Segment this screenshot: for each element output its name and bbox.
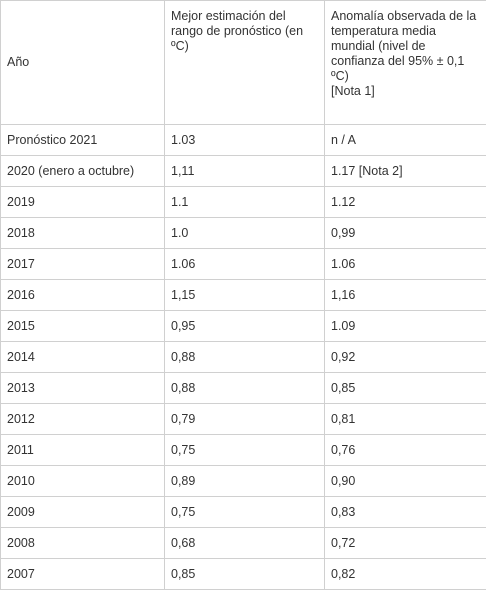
forecast-cell: 1,11 bbox=[164, 155, 325, 187]
table-row: 2007 0,85 0,82 bbox=[0, 558, 486, 590]
forecast-cell: 1.06 bbox=[164, 248, 325, 280]
header-observed-line: temperatura media bbox=[331, 24, 436, 38]
forecast-cell: 0,95 bbox=[164, 310, 325, 342]
table-row: 2018 1.0 0,99 bbox=[0, 217, 486, 249]
table-row: 2008 0,68 0,72 bbox=[0, 527, 486, 559]
year-cell: 2020 (enero a octubre) bbox=[0, 155, 165, 187]
table-row: 2013 0,88 0,85 bbox=[0, 372, 486, 404]
header-forecast: Mejor estimación del rango de pronóstico… bbox=[164, 0, 325, 125]
header-observed: Anomalía observada de la temperatura med… bbox=[324, 0, 486, 125]
forecast-cell: 1.1 bbox=[164, 186, 325, 218]
forecast-cell: 0,75 bbox=[164, 434, 325, 466]
observed-cell: 0,83 bbox=[324, 496, 486, 528]
year-cell: 2016 bbox=[0, 279, 165, 311]
table-row: 2015 0,95 1.09 bbox=[0, 310, 486, 342]
forecast-cell: 1.0 bbox=[164, 217, 325, 249]
observed-cell: 0,72 bbox=[324, 527, 486, 559]
header-observed-line: [Nota 1] bbox=[331, 84, 375, 98]
year-cell: 2007 bbox=[0, 558, 165, 590]
year-cell: 2017 bbox=[0, 248, 165, 280]
header-observed-line: mundial (nivel de bbox=[331, 39, 426, 53]
observed-cell: 0,99 bbox=[324, 217, 486, 249]
forecast-cell: 0,85 bbox=[164, 558, 325, 590]
year-cell: 2015 bbox=[0, 310, 165, 342]
year-cell: 2010 bbox=[0, 465, 165, 497]
observed-cell: 0,92 bbox=[324, 341, 486, 373]
observed-cell: 0,85 bbox=[324, 372, 486, 404]
forecast-cell: 0,89 bbox=[164, 465, 325, 497]
year-cell: 2014 bbox=[0, 341, 165, 373]
header-observed-line: ºC) bbox=[331, 69, 349, 83]
forecast-cell: 0,68 bbox=[164, 527, 325, 559]
observed-cell: 1.17 [Nota 2] bbox=[324, 155, 486, 187]
table-row: 2010 0,89 0,90 bbox=[0, 465, 486, 497]
table-row: 2012 0,79 0,81 bbox=[0, 403, 486, 435]
forecast-cell: 1.03 bbox=[164, 124, 325, 156]
year-cell: Pronóstico 2021 bbox=[0, 124, 165, 156]
year-cell: 2018 bbox=[0, 217, 165, 249]
header-observed-line: Anomalía observada de la bbox=[331, 9, 477, 23]
table-row: 2009 0,75 0,83 bbox=[0, 496, 486, 528]
observed-cell: 0,76 bbox=[324, 434, 486, 466]
header-forecast-line: rango de pronóstico (en bbox=[171, 24, 304, 38]
year-cell: 2011 bbox=[0, 434, 165, 466]
table-row: 2014 0,88 0,92 bbox=[0, 341, 486, 373]
observed-cell: 0,82 bbox=[324, 558, 486, 590]
year-cell: 2013 bbox=[0, 372, 165, 404]
observed-cell: 1.12 bbox=[324, 186, 486, 218]
year-cell: 2009 bbox=[0, 496, 165, 528]
table-row: 2019 1.1 1.12 bbox=[0, 186, 486, 218]
table-row: 2017 1.06 1.06 bbox=[0, 248, 486, 280]
forecast-cell: 1,15 bbox=[164, 279, 325, 311]
table-header-row: Año Mejor estimación del rango de pronós… bbox=[0, 0, 486, 125]
header-forecast-line: Mejor estimación del bbox=[171, 9, 286, 23]
observed-cell: 0,90 bbox=[324, 465, 486, 497]
forecast-cell: 0,79 bbox=[164, 403, 325, 435]
observed-cell: n / A bbox=[324, 124, 486, 156]
table-row: 2011 0,75 0,76 bbox=[0, 434, 486, 466]
table-row: 2016 1,15 1,16 bbox=[0, 279, 486, 311]
forecast-cell: 0,75 bbox=[164, 496, 325, 528]
observed-cell: 1.09 bbox=[324, 310, 486, 342]
header-forecast-line: ºC) bbox=[171, 39, 189, 53]
table-row: Pronóstico 2021 1.03 n / A bbox=[0, 124, 486, 156]
observed-cell: 1.06 bbox=[324, 248, 486, 280]
year-cell: 2019 bbox=[0, 186, 165, 218]
header-year: Año bbox=[0, 0, 165, 125]
table-row: 2020 (enero a octubre) 1,11 1.17 [Nota 2… bbox=[0, 155, 486, 187]
year-cell: 2008 bbox=[0, 527, 165, 559]
forecast-cell: 0,88 bbox=[164, 372, 325, 404]
forecast-cell: 0,88 bbox=[164, 341, 325, 373]
observed-cell: 0,81 bbox=[324, 403, 486, 435]
observed-cell: 1,16 bbox=[324, 279, 486, 311]
year-cell: 2012 bbox=[0, 403, 165, 435]
header-observed-line: confianza del 95% ± 0,1 bbox=[331, 54, 465, 68]
